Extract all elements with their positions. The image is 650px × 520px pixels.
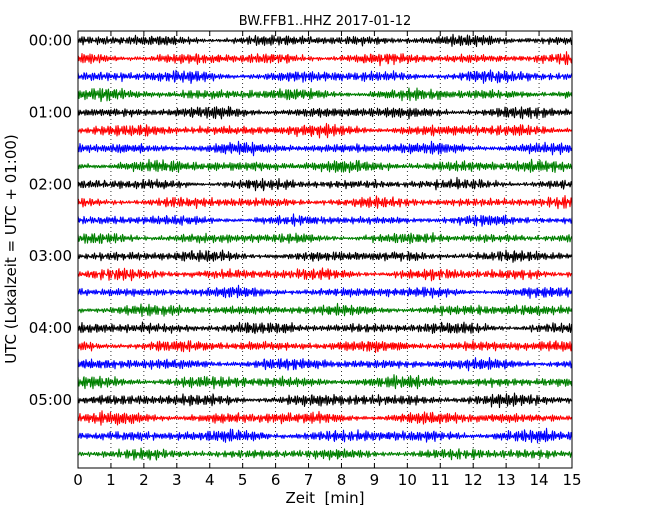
plot-frame bbox=[77, 30, 573, 469]
trace-0530 bbox=[77, 427, 573, 444]
y-tick-label: 03:00 bbox=[29, 247, 72, 265]
x-tick-label: 5 bbox=[238, 471, 248, 489]
x-tick-label: 10 bbox=[398, 471, 417, 489]
trace-0400 bbox=[77, 321, 573, 335]
x-tick-label: 3 bbox=[172, 471, 182, 489]
trace-0000 bbox=[77, 33, 573, 48]
trace-0245 bbox=[77, 232, 573, 245]
trace-0500 bbox=[77, 392, 573, 409]
y-tick-label: 00:00 bbox=[29, 32, 72, 50]
y-tick-label: 01:00 bbox=[29, 103, 72, 121]
trace-0315 bbox=[77, 267, 573, 282]
x-tick-label: 4 bbox=[205, 471, 215, 489]
trace-0100 bbox=[77, 105, 573, 120]
y-axis-ticks: 00:00 01:00 02:00 03:00 04:00 05:00 bbox=[29, 32, 572, 409]
x-tick-label: 6 bbox=[271, 471, 281, 489]
trace-0030 bbox=[77, 69, 573, 84]
trace-0300 bbox=[77, 249, 573, 263]
trace-0015 bbox=[77, 51, 573, 67]
trace-0145 bbox=[77, 158, 573, 174]
trace-0345 bbox=[77, 302, 573, 318]
x-axis-ticks: 0 1 2 3 4 5 6 7 8 9 10 11 12 13 14 15 bbox=[73, 31, 582, 489]
traces-group bbox=[77, 33, 573, 461]
x-tick-label: 7 bbox=[304, 471, 314, 489]
x-axis-label: Zeit [min] bbox=[285, 489, 364, 507]
y-axis-label: UTC (Lokalzeit = UTC + 01:00) bbox=[2, 134, 20, 364]
x-tick-label: 9 bbox=[370, 471, 380, 489]
trace-0545 bbox=[77, 447, 573, 461]
trace-0445 bbox=[77, 374, 573, 390]
trace-0415 bbox=[77, 340, 573, 354]
x-tick-label: 0 bbox=[73, 471, 83, 489]
y-tick-label: 04:00 bbox=[29, 319, 72, 337]
x-tick-label: 13 bbox=[497, 471, 516, 489]
trace-0330 bbox=[77, 284, 573, 299]
x-tick-label: 2 bbox=[139, 471, 149, 489]
trace-0430 bbox=[77, 356, 573, 372]
x-tick-label: 12 bbox=[464, 471, 483, 489]
x-tick-label: 8 bbox=[337, 471, 347, 489]
y-tick-label: 02:00 bbox=[29, 175, 72, 193]
trace-0230 bbox=[77, 213, 573, 227]
trace-0200 bbox=[77, 176, 573, 192]
x-tick-label: 1 bbox=[106, 471, 116, 489]
x-tick-label: 14 bbox=[530, 471, 549, 489]
y-tick-label: 05:00 bbox=[29, 391, 72, 409]
x-tick-label: 15 bbox=[562, 471, 581, 489]
x-tick-label: 11 bbox=[431, 471, 450, 489]
trace-0215 bbox=[77, 194, 573, 210]
trace-0130 bbox=[77, 140, 573, 157]
trace-0045 bbox=[77, 87, 573, 103]
vertical-grid bbox=[110, 31, 540, 468]
chart-title: BW.FFB1..HHZ 2017-01-12 bbox=[239, 14, 412, 29]
trace-0115 bbox=[77, 122, 573, 139]
trace-0515 bbox=[77, 410, 573, 426]
